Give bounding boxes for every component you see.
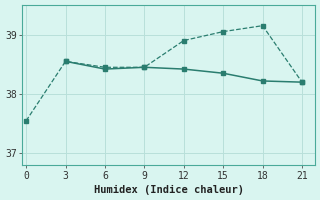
- X-axis label: Humidex (Indice chaleur): Humidex (Indice chaleur): [94, 185, 244, 195]
